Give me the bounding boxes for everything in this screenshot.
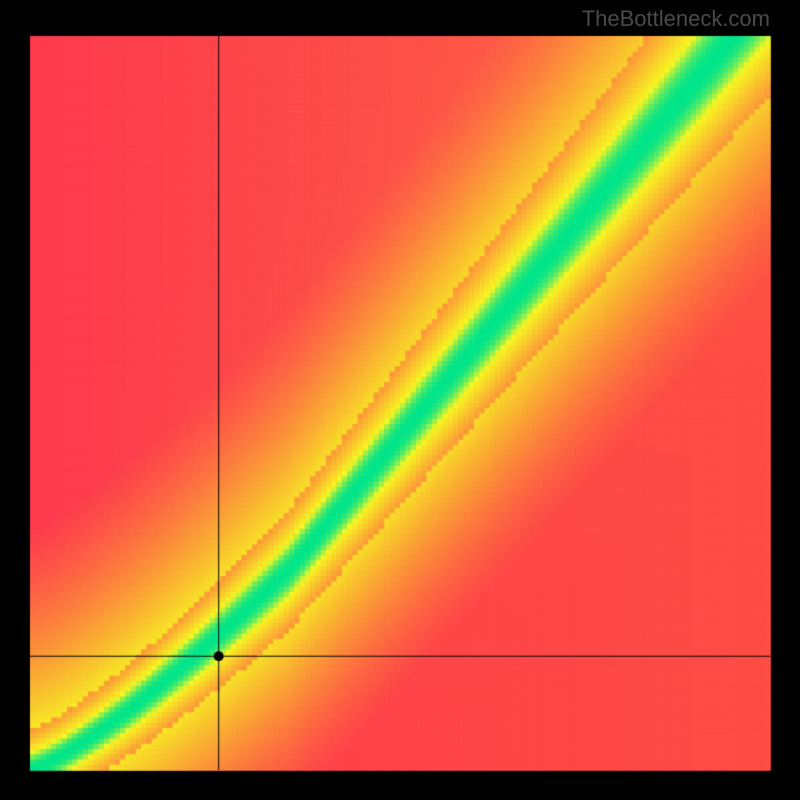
- watermark-text: TheBottleneck.com: [582, 6, 770, 32]
- bottleneck-heatmap: [0, 0, 800, 800]
